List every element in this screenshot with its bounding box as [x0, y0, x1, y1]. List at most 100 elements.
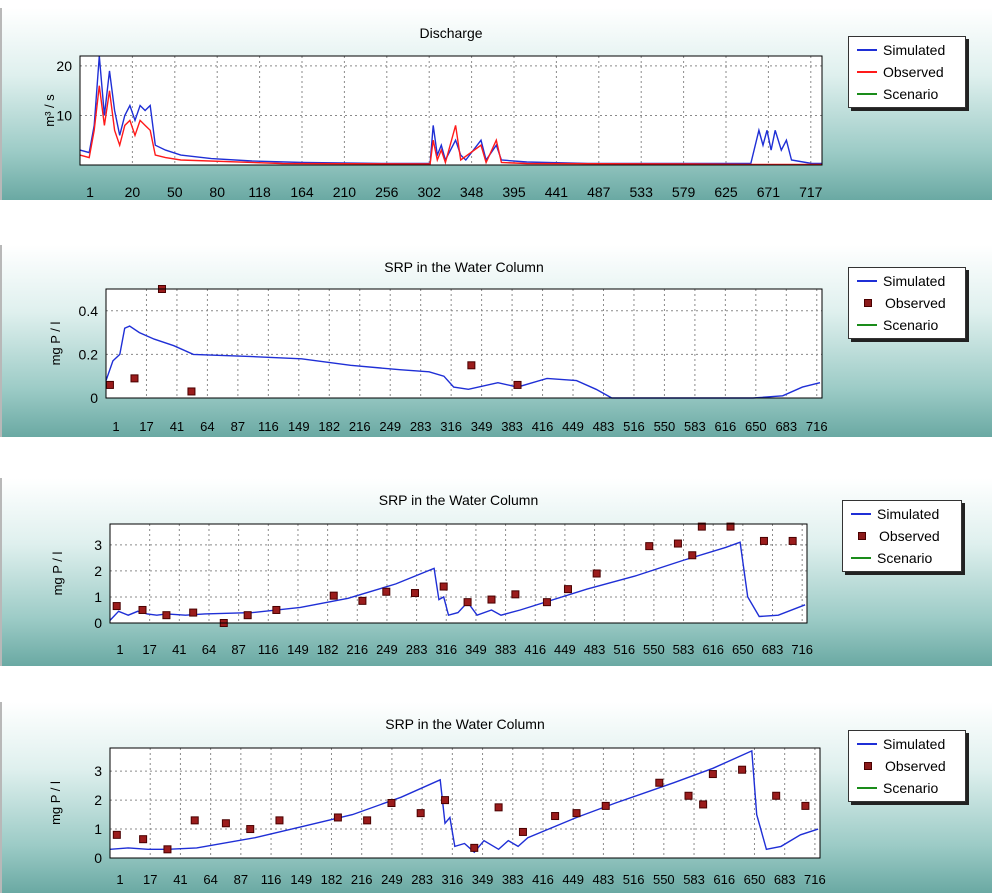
y-tick-label: 2 — [94, 563, 102, 579]
legend-label-simulated: Simulated — [883, 736, 946, 752]
simulated-swatch — [857, 49, 877, 51]
simulated-line — [79, 55, 822, 165]
x-tick-label: 20 — [125, 184, 141, 200]
observed-point — [513, 380, 522, 389]
legend-label-observed: Observed — [883, 64, 944, 80]
simulated-line — [109, 541, 806, 621]
y-tick-label: 20 — [56, 58, 72, 74]
simulated-swatch — [857, 743, 877, 745]
x-tick-label: 383 — [502, 872, 524, 887]
observed-point — [112, 602, 121, 611]
x-tick-label: 80 — [209, 184, 225, 200]
observed-point — [358, 596, 367, 605]
legend-srp-2: Simulated Observed Scenario — [842, 500, 962, 572]
legend-item-observed: Observed — [857, 292, 946, 314]
x-tick-label: 616 — [713, 872, 735, 887]
observed-marker-swatch — [864, 299, 872, 307]
observed-line — [79, 85, 822, 166]
x-tick-label: 583 — [684, 419, 706, 434]
observed-point — [187, 387, 196, 396]
x-tick-label: 650 — [732, 642, 754, 657]
observed-point — [163, 845, 172, 854]
plot-frame — [79, 55, 823, 166]
x-tick-label: 164 — [290, 184, 314, 200]
scenario-swatch — [857, 787, 877, 789]
observed-point — [333, 813, 342, 822]
x-tick-label: 716 — [804, 872, 826, 887]
x-tick-label: 625 — [714, 184, 738, 200]
x-tick-label: 416 — [532, 872, 554, 887]
plot-frame — [109, 747, 821, 859]
observed-point — [382, 587, 391, 596]
x-tick-label: 395 — [502, 184, 526, 200]
y-axis-label: mg P / l — [48, 321, 63, 365]
observed-point — [688, 551, 697, 560]
observed-point — [410, 589, 419, 598]
x-tick-label: 149 — [290, 872, 312, 887]
x-tick-label: 87 — [231, 642, 245, 657]
observed-point — [801, 801, 810, 810]
x-tick-label: 216 — [349, 419, 371, 434]
legend-label-simulated: Simulated — [883, 273, 946, 289]
x-tick-label: 182 — [317, 642, 339, 657]
x-tick-label: 533 — [630, 184, 654, 200]
y-tick-label: 2 — [94, 792, 102, 808]
x-tick-label: 249 — [379, 419, 401, 434]
observed-point — [738, 765, 747, 774]
observed-point — [275, 816, 284, 825]
x-tick-label: 717 — [799, 184, 823, 200]
x-tick-label: 316 — [440, 419, 462, 434]
y-tick-label: 0.2 — [79, 346, 99, 362]
x-tick-label: 579 — [672, 184, 696, 200]
x-tick-label: 449 — [562, 419, 584, 434]
x-tick-label: 441 — [545, 184, 569, 200]
observed-point — [601, 801, 610, 810]
legend-label-scenario: Scenario — [877, 550, 933, 566]
x-tick-label: 116 — [261, 872, 282, 887]
chart-srp-2: SRP in the Water Column mg P / l 1 17 41 64 87… — [50, 492, 813, 657]
chart-title: SRP in the Water Column — [379, 492, 539, 508]
observed-point — [162, 611, 171, 620]
observed-point — [416, 809, 425, 818]
legend-item-scenario: Scenario — [857, 83, 938, 105]
y-tick-label: 0 — [90, 390, 98, 406]
x-tick-label: 316 — [441, 872, 463, 887]
x-tick-label: 449 — [554, 642, 576, 657]
observed-point — [772, 791, 781, 800]
y-tick-label: 0 — [94, 850, 102, 866]
observed-point — [592, 569, 601, 578]
x-tick-label: 616 — [715, 419, 737, 434]
observed-point — [190, 816, 199, 825]
observed-point — [189, 608, 198, 617]
x-tick-label: 1 — [86, 184, 94, 200]
plot-area — [79, 55, 823, 166]
observed-point — [387, 799, 396, 807]
x-tick-label: 116 — [258, 642, 279, 657]
observed-marker-swatch — [864, 762, 872, 770]
x-tick-label: 383 — [495, 642, 517, 657]
x-tick-label: 17 — [142, 642, 156, 657]
simulated-line — [105, 325, 821, 399]
discharge-panel: Discharge m³ / s 1 20 50 80 118 164 210 256 302 348… — [0, 8, 992, 200]
scenario-swatch — [851, 557, 871, 559]
chart-title: Discharge — [419, 25, 482, 41]
x-tick-label: 349 — [472, 872, 494, 887]
observed-point — [655, 778, 664, 787]
legend-item-simulated: Simulated — [857, 39, 945, 61]
x-tick-label: 64 — [203, 872, 217, 887]
observed-point — [138, 605, 147, 614]
x-tick-label: 716 — [791, 642, 813, 657]
x-tick-label: 256 — [375, 184, 399, 200]
x-tick-label: 210 — [333, 184, 357, 200]
observed-point — [759, 536, 768, 545]
legend-item-simulated: Simulated — [857, 270, 945, 292]
x-tick-label: 1 — [116, 872, 123, 887]
legend-discharge: Simulated Observed Scenario — [848, 36, 966, 108]
x-tick-label: 349 — [471, 419, 493, 434]
x-tick-label: 483 — [584, 642, 606, 657]
legend-label-scenario: Scenario — [883, 86, 939, 102]
observed-point — [470, 843, 479, 852]
x-tick-label: 583 — [683, 872, 705, 887]
x-tick-label: 1 — [116, 642, 123, 657]
x-tick-label: 283 — [410, 419, 432, 434]
